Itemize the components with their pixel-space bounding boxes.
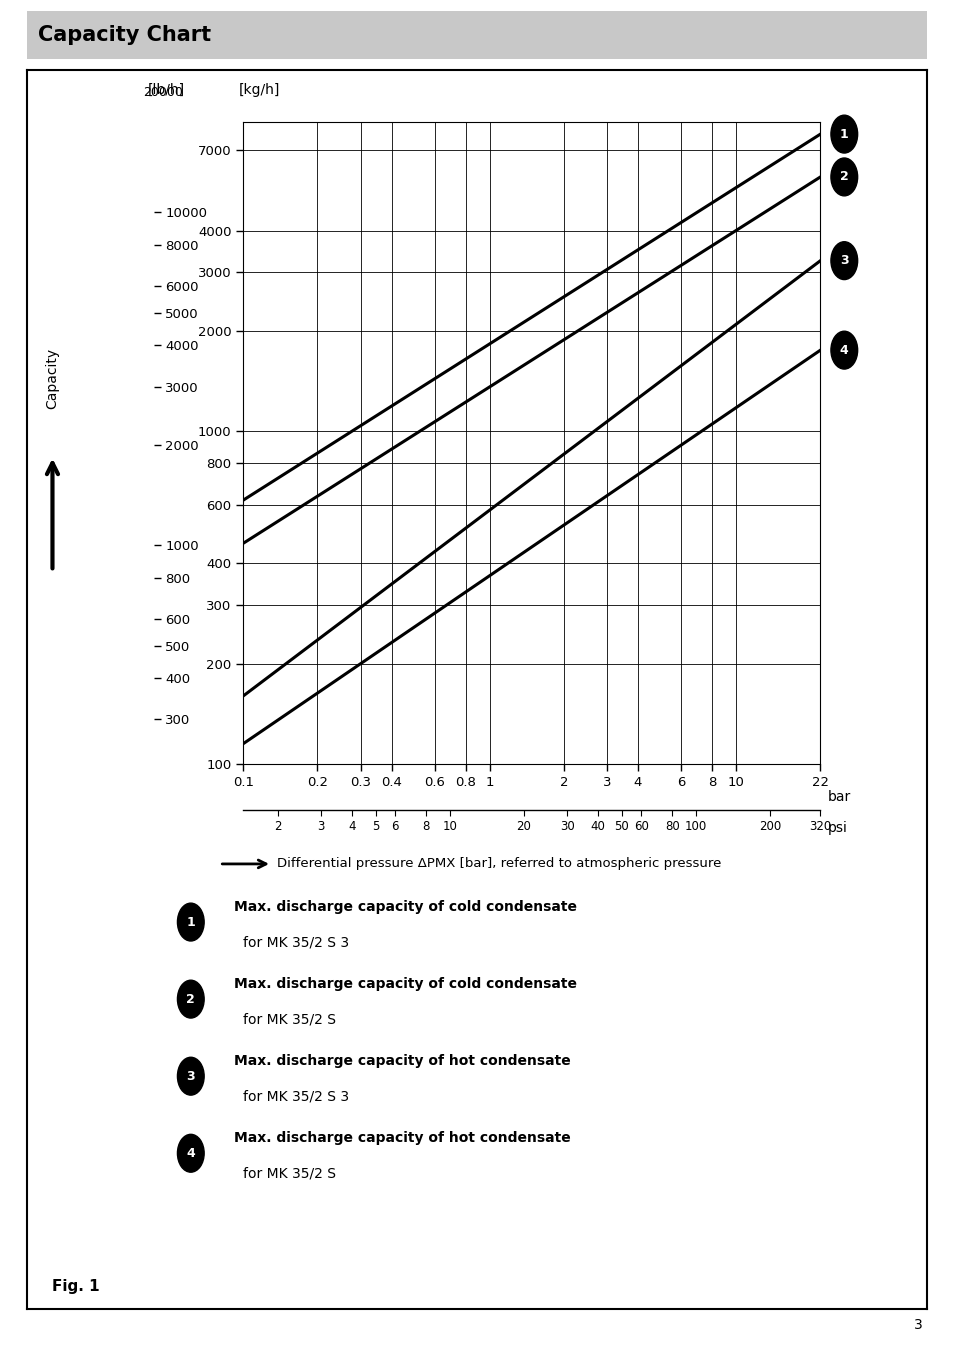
Text: 4: 4 xyxy=(186,1146,195,1160)
Text: Capacity Chart: Capacity Chart xyxy=(37,26,211,45)
Text: 3: 3 xyxy=(913,1318,922,1332)
Text: 1: 1 xyxy=(186,915,195,929)
Text: for MK 35/2 S: for MK 35/2 S xyxy=(243,1167,335,1180)
Text: Capacity: Capacity xyxy=(46,347,59,410)
Text: for MK 35/2 S 3: for MK 35/2 S 3 xyxy=(243,1090,349,1103)
Text: 20000: 20000 xyxy=(143,87,182,99)
Text: Max. discharge capacity of hot condensate: Max. discharge capacity of hot condensat… xyxy=(233,1132,570,1145)
Text: for MK 35/2 S 3: for MK 35/2 S 3 xyxy=(243,936,349,949)
Text: Max. discharge capacity of hot condensate: Max. discharge capacity of hot condensat… xyxy=(233,1055,570,1068)
Text: 1: 1 xyxy=(839,127,848,141)
Text: 2: 2 xyxy=(839,170,848,184)
Text: Max. discharge capacity of cold condensate: Max. discharge capacity of cold condensa… xyxy=(233,977,577,991)
Text: bar: bar xyxy=(826,790,850,803)
Text: 4: 4 xyxy=(839,343,848,357)
Text: 3: 3 xyxy=(839,254,848,268)
Text: Differential pressure ΔPMX [bar], referred to atmospheric pressure: Differential pressure ΔPMX [bar], referr… xyxy=(276,857,720,871)
Text: [kg/h]: [kg/h] xyxy=(238,84,279,97)
Text: 3: 3 xyxy=(186,1069,195,1083)
Text: psi: psi xyxy=(827,821,847,834)
Text: Max. discharge capacity of cold condensate: Max. discharge capacity of cold condensa… xyxy=(233,900,577,914)
Text: for MK 35/2 S: for MK 35/2 S xyxy=(243,1013,335,1026)
Text: [lb/h]: [lb/h] xyxy=(148,84,185,97)
Text: Fig. 1: Fig. 1 xyxy=(52,1279,100,1294)
Text: 2: 2 xyxy=(186,992,195,1006)
